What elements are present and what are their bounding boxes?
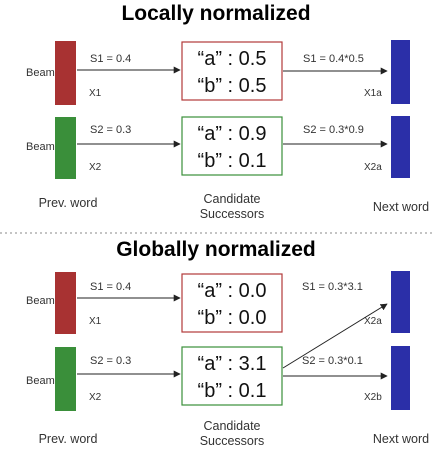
- beam1-id: X1: [89, 88, 102, 99]
- prev-word-beam2-bottom: [55, 347, 76, 411]
- next-id-beam2-bottom: X2b: [364, 392, 382, 403]
- beam2-label-bottom: Beam 2: [26, 375, 64, 387]
- candidate-a-beam1: “a” : 0.5: [198, 48, 267, 70]
- beam1-id-bottom: X1: [89, 316, 102, 327]
- col-label-successors-bottom: Successors: [200, 434, 265, 448]
- candidate-a-beam2: “a” : 0.9: [198, 123, 267, 145]
- section-title-global: Globally normalized: [116, 238, 316, 261]
- prev-word-beam2: [55, 117, 76, 179]
- prev-word-beam1-bottom: [55, 272, 76, 334]
- col-label-candidate: Candidate: [204, 192, 261, 206]
- candidate-a-beam1-bottom: “a” : 0.0: [198, 280, 267, 302]
- candidate-b-beam1: “b” : 0.5: [198, 75, 267, 97]
- prev-word-beam1: [55, 41, 76, 105]
- next-score-beam1-bottom: S1 = 0.3*3.1: [302, 281, 363, 293]
- next-score-beam2: S2 = 0.3*0.9: [303, 124, 364, 136]
- next-id-beam1-bottom: X2a: [364, 316, 382, 327]
- beam2-score: S2 = 0.3: [90, 124, 131, 136]
- col-label-candidate-bottom: Candidate: [204, 419, 261, 433]
- next-word-beam2-bottom: [391, 346, 410, 410]
- candidate-b-beam2-bottom: “b” : 0.1: [198, 380, 267, 402]
- col-label-next: Next word: [373, 200, 429, 214]
- beam2-label: Beam 2: [26, 141, 64, 153]
- candidates-box-beam2: [181, 116, 283, 176]
- candidate-b-beam2: “b” : 0.1: [198, 150, 267, 172]
- next-id-beam1: X1a: [364, 88, 382, 99]
- col-label-next-bottom: Next word: [373, 432, 429, 446]
- beam2-id-bottom: X2: [89, 392, 102, 403]
- candidate-b-beam1-bottom: “b” : 0.0: [198, 307, 267, 329]
- section-title-local: Locally normalized: [121, 2, 310, 25]
- next-word-beam1-bottom: [391, 271, 410, 333]
- beam1-score-bottom: S1 = 0.4: [90, 281, 131, 293]
- next-score-beam1: S1 = 0.4*0.5: [303, 53, 364, 65]
- beam2-id: X2: [89, 162, 102, 173]
- next-word-beam1: [391, 40, 410, 104]
- next-score-beam2-bottom: S2 = 0.3*0.1: [302, 355, 363, 367]
- candidates-box-beam1-bottom: [181, 273, 283, 333]
- beam2-score-bottom: S2 = 0.3: [90, 355, 131, 367]
- next-id-beam2: X2a: [364, 162, 382, 173]
- next-word-beam2: [391, 116, 410, 178]
- beam1-label: Beam 1: [26, 67, 64, 79]
- candidates-box-beam1: [181, 41, 283, 101]
- col-label-successors: Successors: [200, 207, 265, 221]
- candidates-box-beam2-bottom: [181, 346, 283, 406]
- col-label-prev: Prev. word: [39, 196, 98, 210]
- col-label-prev-bottom: Prev. word: [39, 432, 98, 446]
- candidate-a-beam2-bottom: “a” : 3.1: [198, 353, 267, 375]
- beam1-label-bottom: Beam 1: [26, 295, 64, 307]
- beam1-score: S1 = 0.4: [90, 53, 131, 65]
- arrow-a-to-next-beam1-bottom: [282, 303, 388, 369]
